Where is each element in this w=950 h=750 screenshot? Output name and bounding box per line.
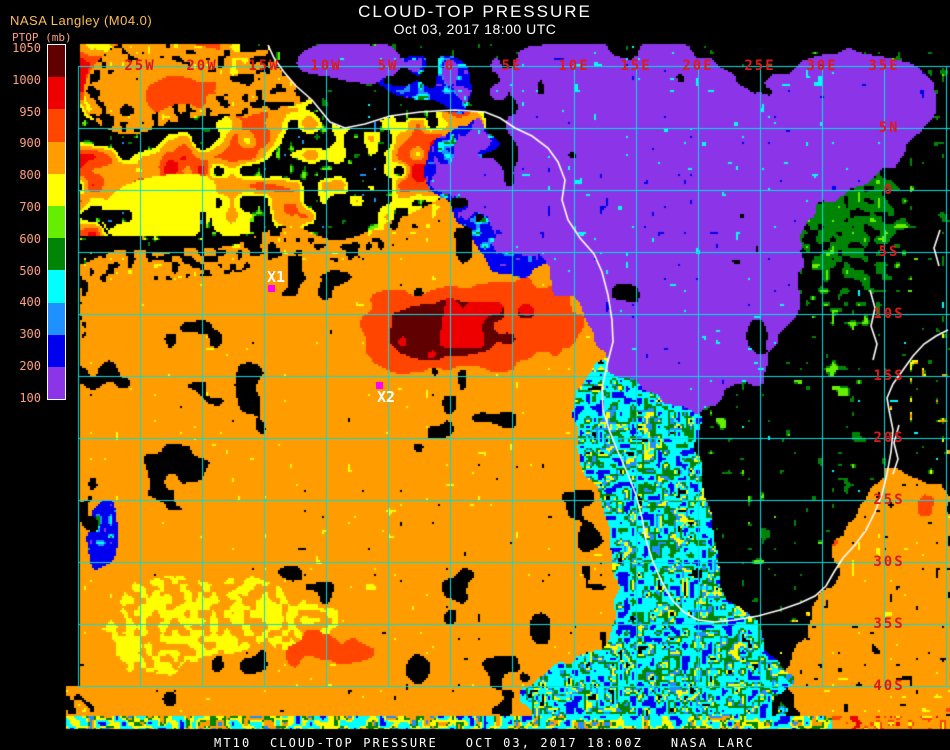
legend-color-segment xyxy=(48,238,65,271)
legend-color-segment xyxy=(48,270,65,303)
legend-color-segment xyxy=(48,173,65,206)
status-bar: MT10 CLOUD-TOP PRESSURE OCT 03, 2017 18:… xyxy=(0,731,950,750)
legend-tick: 400 xyxy=(19,295,41,310)
longitude-label: 5W xyxy=(377,58,399,74)
longitude-label: 20E xyxy=(682,58,714,74)
latitude-label: 40S xyxy=(873,678,905,694)
legend-tick: 300 xyxy=(19,327,41,342)
legend-color-segment xyxy=(48,366,65,400)
longitude-label: 20W xyxy=(186,58,218,74)
legend-tick: 1050 xyxy=(12,41,41,55)
latitude-label: 30S xyxy=(873,554,905,570)
latitude-label: 10S xyxy=(873,306,905,322)
legend-color-segment xyxy=(48,334,65,367)
longitude-label: 30E xyxy=(806,58,838,74)
legend-tick: 500 xyxy=(19,263,41,278)
legend-tick: 950 xyxy=(19,104,41,119)
legend-color-segment xyxy=(48,77,65,110)
longitude-label: 5E xyxy=(501,58,523,74)
map-marker-square xyxy=(376,382,383,389)
status-bar-text: MT10 CLOUD-TOP PRESSURE OCT 03, 2017 18:… xyxy=(214,736,755,750)
latitude-label: 35S xyxy=(873,616,905,632)
legend-tick: 100 xyxy=(19,390,41,405)
latitude-label: 5N xyxy=(878,120,900,136)
latitude-label: 15S xyxy=(873,368,905,384)
longitude-label: 10E xyxy=(558,58,590,74)
longitude-label: 0 xyxy=(444,58,456,74)
longitude-label: 25W xyxy=(124,58,156,74)
longitude-label: 15E xyxy=(620,58,652,74)
latitude-label: 5S xyxy=(878,244,900,260)
legend-color-bar xyxy=(47,44,66,400)
map-marker-label: X2 xyxy=(376,388,396,406)
map-marker-square xyxy=(268,285,275,292)
longitude-label: 10W xyxy=(310,58,342,74)
longitude-label: 15W xyxy=(248,58,280,74)
legend-color-segment xyxy=(48,205,65,239)
legend-tick: 1000 xyxy=(12,72,41,87)
source-label: NASA Langley (M04.0) xyxy=(10,13,153,28)
legend-tick: 800 xyxy=(19,168,41,183)
legend-title: PTOP (mb) xyxy=(12,31,72,44)
map-marker-label: X1 xyxy=(266,268,286,286)
latitude-label: 0 xyxy=(883,182,895,198)
legend-color-segment xyxy=(48,109,65,142)
page-datetime: Oct 03, 2017 18:00 UTC xyxy=(393,21,557,37)
legend-tick: 900 xyxy=(19,136,41,151)
latitude-label: 20S xyxy=(873,430,905,446)
legend-tick: 600 xyxy=(19,231,41,246)
longitude-label: 25E xyxy=(744,58,776,74)
page-title: CLOUD-TOP PRESSURE xyxy=(358,2,592,21)
legend-color-segment xyxy=(48,302,65,335)
legend-color-segment xyxy=(48,45,65,78)
legend-tick: 200 xyxy=(19,359,41,373)
legend-tick: 700 xyxy=(19,200,41,214)
legend-color-segment xyxy=(48,141,65,174)
latitude-label: 25S xyxy=(873,492,905,508)
longitude-label: 35E xyxy=(868,58,900,74)
